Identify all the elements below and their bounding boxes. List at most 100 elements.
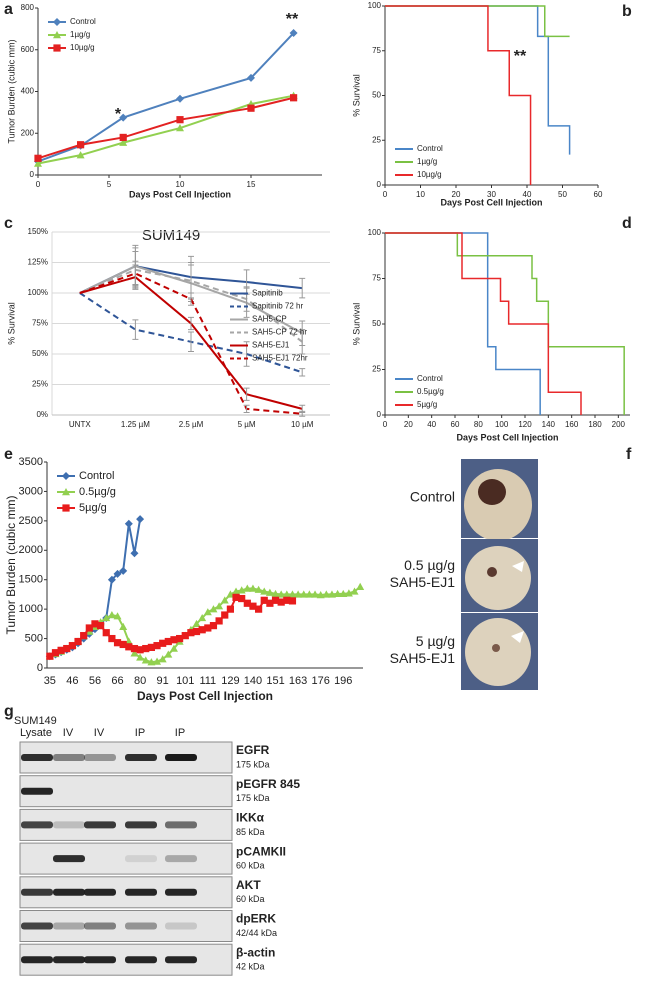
x-tick-label: 163 <box>289 675 307 687</box>
x-tick-label: 160 <box>565 420 579 429</box>
lane-label: IP <box>135 727 145 739</box>
marker <box>176 116 184 124</box>
blot-band <box>125 888 157 896</box>
lane-label: IV <box>94 727 105 739</box>
marker <box>136 646 144 654</box>
y-tick-label: 25 <box>372 365 381 374</box>
protein-label: AKT <box>236 878 261 892</box>
photo-label: SAH5-EJ1 <box>390 650 456 666</box>
y-tick-label: 150% <box>28 227 48 236</box>
protein-label: pEGFR 845 <box>236 777 300 791</box>
panel-label: a <box>4 1 13 18</box>
photo-label: 5 µg/g <box>416 633 455 649</box>
marker <box>176 124 184 132</box>
x-tick-label: 151 <box>266 675 284 687</box>
marker <box>254 585 263 593</box>
marker <box>333 589 342 598</box>
lane-label: Lysate <box>20 727 52 739</box>
y-tick-label: 1500 <box>19 574 43 586</box>
blot-band <box>125 821 157 829</box>
marker <box>51 649 60 657</box>
panel-label: e <box>4 446 13 463</box>
size-label: 60 kDa <box>236 860 265 870</box>
marker <box>176 94 184 103</box>
x-tick-label: 60 <box>451 420 460 429</box>
marker <box>283 596 291 604</box>
marker <box>290 94 298 102</box>
marker <box>170 636 178 644</box>
y-tick-label: 3500 <box>19 456 43 468</box>
series-line <box>37 96 294 160</box>
y-tick-label: 1000 <box>19 603 43 615</box>
series-line <box>79 268 303 343</box>
marker <box>327 590 336 598</box>
blot-band <box>125 956 157 964</box>
blot-band <box>165 754 197 761</box>
legend-label: Control <box>417 144 443 153</box>
lane-label: IP <box>175 727 185 739</box>
panel-label: b <box>622 3 632 20</box>
protein-label: β-actin <box>236 945 275 959</box>
size-label: 175 kDa <box>236 759 270 769</box>
blot-band <box>53 821 85 829</box>
legend-label: 5µg/g <box>79 502 107 514</box>
y-tick-label: 500 <box>25 632 43 644</box>
y-tick-label: 800 <box>21 3 35 12</box>
marker <box>181 632 189 640</box>
photo-control <box>461 459 538 541</box>
y-axis-label: % Survival <box>351 74 361 117</box>
x-tick-label: 196 <box>334 675 352 687</box>
legend-label: 0.5µg/g <box>79 486 116 498</box>
marker <box>198 626 206 634</box>
marker <box>53 18 61 26</box>
blot-band <box>21 888 53 896</box>
x-tick-label: 0 <box>383 190 388 199</box>
marker <box>119 622 128 630</box>
x-tick-label: 120 <box>518 420 532 429</box>
marker <box>119 566 128 575</box>
marker <box>238 594 246 603</box>
photo-low-dose <box>461 539 538 612</box>
y-tick-label: 100 <box>368 1 382 10</box>
error-bar <box>243 404 250 414</box>
y-tick-label: 2500 <box>19 515 43 527</box>
x-tick-label: 20 <box>452 190 461 199</box>
y-tick-label: 125% <box>28 258 48 267</box>
legend-label: 10µg/g <box>70 43 95 52</box>
series-line <box>385 232 582 415</box>
x-tick-label: 111 <box>199 675 216 687</box>
series-line <box>37 32 295 163</box>
marker <box>125 643 133 651</box>
marker <box>74 637 82 646</box>
error-bar <box>299 410 306 417</box>
y-axis-label: Tumor Burden (cubic mm) <box>4 496 18 635</box>
photo-label: SAH5-EJ1 <box>390 574 456 590</box>
y-tick-label: 100% <box>28 288 48 297</box>
y-axis-label: Tumor Burden (cubic mm) <box>6 39 16 143</box>
x-tick-label: 10 µM <box>291 420 314 429</box>
x-tick-label: UNTX <box>69 420 91 429</box>
marker <box>176 634 184 643</box>
marker <box>62 504 70 512</box>
blot-band <box>165 922 197 930</box>
marker <box>142 644 150 653</box>
x-tick-label: 46 <box>66 675 78 687</box>
error-bar <box>188 331 194 353</box>
marker <box>265 588 274 596</box>
y-tick-label: 50% <box>32 349 48 358</box>
blot-strip <box>19 910 233 942</box>
legend-label: 1µg/g <box>70 30 90 39</box>
marker <box>266 599 274 607</box>
blot-band <box>21 956 53 964</box>
y-tick-label: 200 <box>21 128 35 137</box>
marker <box>68 642 76 650</box>
marker <box>260 596 268 604</box>
lane-label: IV <box>63 727 74 739</box>
x-tick-label: 80 <box>134 675 146 687</box>
x-tick-label: 20 <box>404 420 413 429</box>
marker <box>34 154 42 162</box>
y-tick-label: 400 <box>21 87 35 96</box>
marker <box>102 613 111 622</box>
marker <box>198 613 207 622</box>
